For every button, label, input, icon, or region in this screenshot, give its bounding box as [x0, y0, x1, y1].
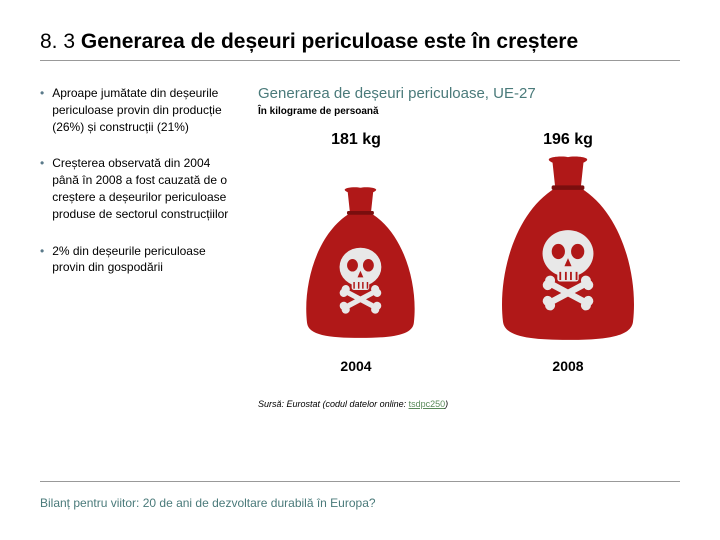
title-prefix: 8. 3: [40, 30, 81, 53]
title-bold: Generarea de deșeuri periculoase este în…: [81, 30, 578, 53]
source-citation: Sursă: Eurostat (codul datelor online: t…: [258, 399, 680, 409]
footer-divider: [40, 481, 680, 482]
source-link[interactable]: tsdpc250: [409, 399, 446, 409]
bag-2004: 181 kg: [276, 131, 436, 374]
hazardous-waste-infographic: 181 kg: [258, 131, 680, 391]
year-label: 2008: [473, 358, 663, 374]
source-prefix: Sursă: [258, 399, 282, 409]
waste-bag-icon: [473, 149, 663, 349]
source-text: : Eurostat (codul datelor online:: [282, 399, 409, 409]
bullet-list: • Aproape jumătate din deșeurile pericul…: [40, 85, 230, 409]
bullet-text: Aproape jumătate din deșeurile periculoa…: [52, 85, 230, 135]
footer: Bilanț pentru viitor: 20 de ani de dezvo…: [40, 481, 680, 510]
bag-2008: 196 kg: [473, 131, 663, 374]
source-suffix: ): [445, 399, 448, 409]
footer-text: Bilanț pentru viitor: 20 de ani de dezvo…: [40, 496, 680, 510]
bullet-item: • Creșterea observată din 2004 până în 2…: [40, 155, 230, 222]
bullet-dot-icon: •: [40, 85, 44, 135]
slide-title: 8. 3 Generarea de deșeuri periculoase es…: [40, 30, 680, 54]
weight-label: 181 kg: [276, 131, 436, 149]
bullet-item: • 2% din deșeurile periculoase provin di…: [40, 243, 230, 277]
weight-label: 196 kg: [473, 131, 663, 149]
bullet-dot-icon: •: [40, 243, 44, 277]
year-label: 2004: [276, 358, 436, 374]
waste-bag-icon: [276, 149, 436, 349]
bullet-item: • Aproape jumătate din deșeurile pericul…: [40, 85, 230, 135]
title-underline: [40, 60, 680, 61]
chart-subtitle: În kilograme de persoană: [258, 106, 680, 117]
bullet-text: Creșterea observată din 2004 până în 200…: [52, 155, 230, 222]
bullet-text: 2% din deșeurile periculoase provin din …: [52, 243, 230, 277]
bullet-dot-icon: •: [40, 155, 44, 222]
chart-title: Generarea de deșeuri periculoase, UE-27: [258, 85, 680, 102]
